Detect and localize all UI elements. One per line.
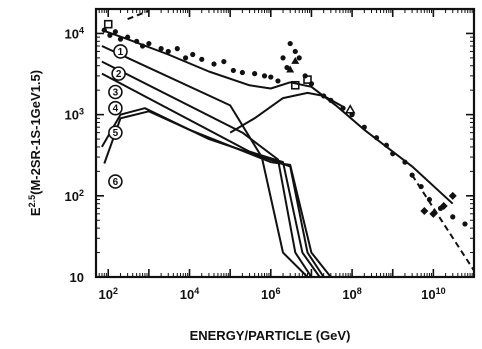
data-point-dot [340, 105, 346, 111]
component-label-circle [108, 84, 123, 100]
data-point-dot [117, 36, 124, 42]
series-line-7 [229, 91, 344, 134]
data-point-dot [125, 34, 131, 40]
data-point-dot [292, 48, 298, 55]
data-point-square [103, 19, 113, 29]
data-point-dot [287, 40, 293, 47]
component-label-circle [111, 66, 126, 81]
component-label-text: 4 [113, 104, 119, 115]
data-point-dot [221, 58, 227, 65]
component-label-text: 1 [118, 47, 124, 58]
series-line-6 [103, 110, 332, 278]
data-point-triangle [291, 56, 300, 64]
x-axis-title: ENERGY/PARTICLE (GeV) [190, 328, 351, 343]
data-point-dot [383, 142, 390, 148]
data-point-dot [239, 69, 245, 76]
data-point-dot [450, 214, 456, 220]
x-tick-label: 104 [180, 286, 199, 302]
y-tick-label: 104 [65, 25, 84, 41]
data-point-diamond [439, 201, 448, 210]
data-point-dot [107, 32, 113, 38]
data-point-diamond [429, 209, 438, 218]
x-tick-label: 102 [98, 286, 117, 302]
data-point-square [303, 75, 312, 84]
data-point-dot [158, 46, 164, 52]
series-layer [101, 9, 475, 278]
data-point-dot [134, 38, 140, 44]
data-point-dot [280, 55, 286, 61]
data-point-dot [268, 74, 274, 80]
data-point-open-triangle [344, 104, 356, 114]
series-line-4 [101, 72, 321, 278]
series-line-8 [127, 9, 150, 21]
data-point-dot [174, 46, 180, 52]
data-point-dot [112, 29, 118, 35]
data-point-dot [261, 73, 268, 79]
y-tick-label: 102 [65, 188, 84, 204]
data-point-diamond [448, 191, 457, 200]
x-tick-label: 106 [261, 286, 280, 302]
data-point-dot [199, 56, 205, 62]
data-point-dot [426, 196, 433, 203]
data-point-diamond [420, 207, 429, 216]
data-point-dot [190, 51, 196, 58]
component-label-text: 5 [113, 128, 119, 139]
series-line-1 [101, 29, 454, 205]
y-axis-title-sup: 2.5 [27, 195, 37, 208]
component-labels: 1 2 3 4 5 6 [108, 44, 128, 189]
data-point-dot [418, 183, 424, 190]
component-label-text: 6 [113, 177, 119, 188]
data-point-dot [296, 55, 302, 61]
y-tick-label: 10 [70, 270, 84, 285]
data-point-dot [402, 159, 408, 165]
y-tick-label: 103 [65, 107, 84, 123]
series-line-9 [411, 174, 475, 272]
data-point-dot [146, 40, 152, 47]
data-point-dot [101, 27, 107, 33]
component-label-text: 2 [116, 69, 122, 80]
component-label-circle [113, 44, 128, 59]
data-point-dot [211, 61, 217, 67]
data-point-dot [462, 221, 468, 227]
data-point-dot [182, 55, 189, 61]
data-point-dot [165, 48, 171, 55]
data-point-square [290, 80, 300, 90]
series-line-5 [101, 107, 325, 278]
plot-frame [94, 7, 476, 279]
data-point-dot [390, 151, 396, 157]
data-point-dot [328, 97, 334, 103]
component-label-circle [108, 100, 123, 116]
y-axis-title-main: E [28, 207, 43, 216]
marker-layer [101, 19, 468, 227]
y-axis-title-rest: (M-2SR-1S-1GeV1.5) [28, 70, 43, 195]
component-label-circle [108, 125, 123, 140]
data-point-dot [230, 67, 236, 74]
component-label-text: 3 [113, 87, 119, 98]
x-tick-label: 1010 [421, 286, 445, 302]
data-point-dot [373, 135, 380, 141]
data-point-triangle [286, 65, 295, 73]
data-point-dot [361, 124, 367, 130]
data-point-dot [252, 71, 258, 77]
data-point-dot [409, 172, 415, 178]
data-point-dot [321, 93, 327, 99]
y-axis-title: E2.5(M-2SR-1S-1GeV1.5) [27, 70, 43, 216]
data-point-dot [275, 78, 281, 84]
svg-text:E2.5(M-2SR-1S-1GeV1.5): E2.5(M-2SR-1S-1GeV1.5) [27, 70, 43, 216]
data-point-dot [139, 43, 146, 49]
x-tick-label: 108 [342, 286, 361, 302]
component-label-circle [108, 174, 123, 189]
